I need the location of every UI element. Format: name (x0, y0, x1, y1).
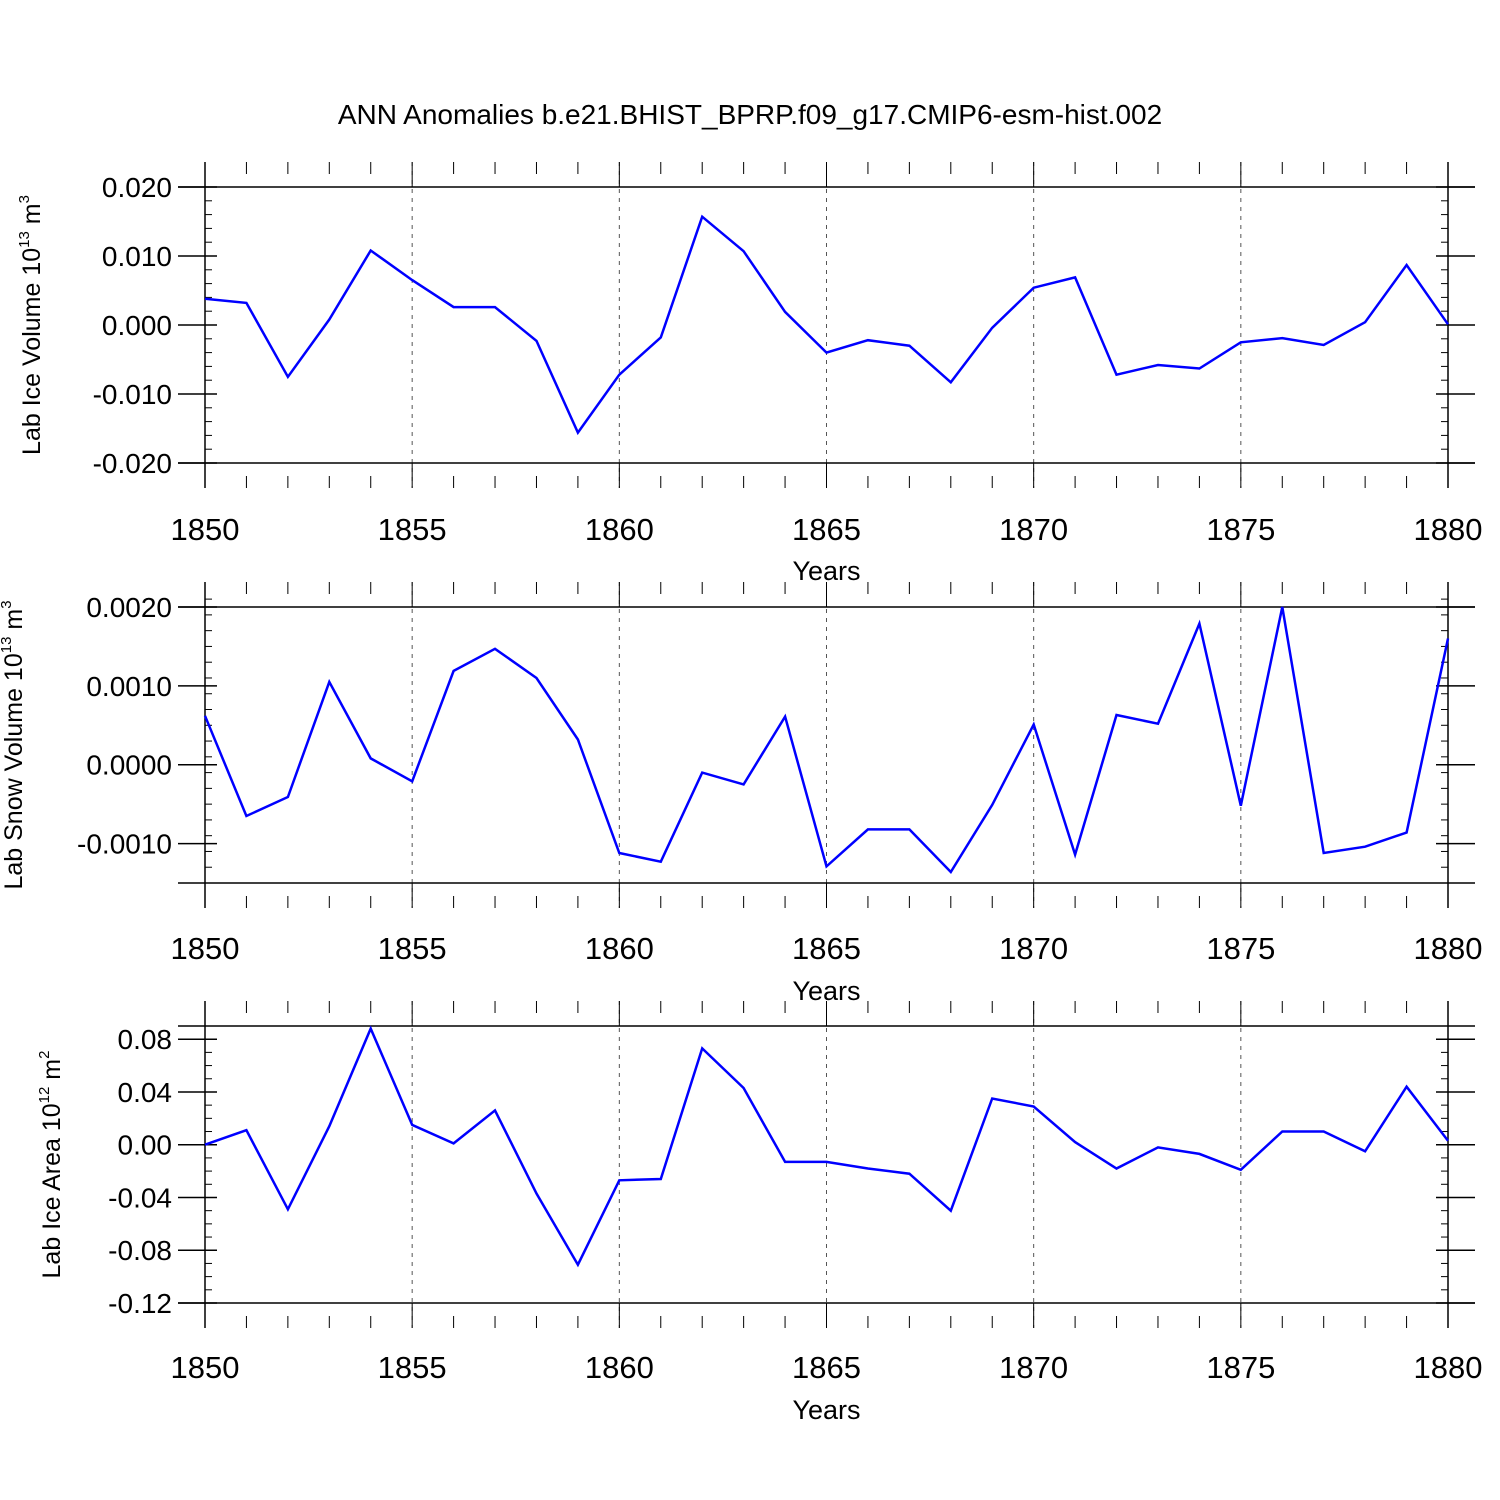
x-tick-label: 1870 (999, 512, 1068, 547)
y-label-text: m (38, 1059, 66, 1087)
x-tick-label: 1850 (171, 1350, 240, 1385)
y-label-superscript: 3 (0, 600, 15, 608)
y-tick-label: -0.020 (93, 448, 172, 479)
y-label-superscript: 13 (16, 231, 33, 248)
y-tick-label: 0.0020 (86, 592, 172, 623)
y-tick-label: 0.000 (102, 310, 172, 341)
x-tick-label: 1880 (1414, 931, 1483, 966)
series-line (204, 214, 1450, 436)
y-tick-label: -0.04 (108, 1182, 172, 1213)
x-tick-label: 1855 (378, 931, 447, 966)
y-label-text: m (0, 609, 28, 637)
x-tick-label: 1880 (1414, 1350, 1483, 1385)
series-line (204, 1025, 1449, 1268)
y-axis-label: Lab Ice Area 1012 m2 (36, 1051, 66, 1279)
x-tick-label: 1880 (1414, 512, 1483, 547)
y-tick-label: -0.010 (93, 379, 172, 410)
x-tick-label: 1855 (378, 512, 447, 547)
y-label-superscript: 12 (36, 1087, 53, 1104)
y-tick-label: 0.00 (118, 1130, 173, 1161)
x-tick-label: 1860 (585, 931, 654, 966)
y-label-superscript: 3 (16, 195, 33, 203)
y-tick-label: 0.020 (102, 172, 172, 203)
y-label-text: Lab Ice Volume 10 (18, 248, 46, 455)
x-tick-label: 1875 (1206, 1350, 1275, 1385)
series-line (203, 606, 1450, 875)
chart-title: ANN Anomalies b.e21.BHIST_BPRP.f09_g17.C… (338, 99, 1162, 130)
x-tick-label: 1875 (1206, 931, 1275, 966)
y-label-superscript: 13 (0, 637, 15, 654)
x-tick-label: 1855 (378, 1350, 447, 1385)
y-tick-label: -0.08 (108, 1235, 172, 1266)
x-tick-label: 1865 (792, 931, 861, 966)
y-tick-label: 0.04 (118, 1077, 173, 1108)
panel-ice-area: -0.12 -0.08 -0.04 0.00 0.04 0.08 1850 1855 1860 1… (36, 1001, 1482, 1425)
x-tick-label: 1870 (999, 1350, 1068, 1385)
y-label-superscript: 2 (36, 1051, 53, 1059)
y-label-text: m (18, 203, 46, 231)
x-tick-label: 1860 (585, 512, 654, 547)
panel-snow-volume: -0.0010 0.0000 0.0010 0.0020 1850 1855 1860 186… (0, 582, 1482, 1006)
x-axis-label: Years (792, 556, 860, 586)
y-tick-label: -0.0010 (77, 829, 172, 860)
y-label-text: Lab Snow Volume 10 (0, 653, 28, 889)
x-tick-label: 1860 (585, 1350, 654, 1385)
x-tick-label: 1850 (171, 512, 240, 547)
y-tick-label: -0.12 (108, 1288, 172, 1319)
y-tick-label: 0.0010 (86, 671, 172, 702)
y-tick-label: 0.0000 (86, 750, 172, 781)
y-axis-label: Lab Snow Volume 1013 m3 (0, 600, 28, 889)
x-tick-label: 1850 (171, 931, 240, 966)
x-axis-label: Years (792, 1395, 860, 1425)
x-tick-label: 1865 (792, 512, 861, 547)
y-label-text: Lab Ice Area 10 (38, 1103, 66, 1278)
x-tick-label: 1870 (999, 931, 1068, 966)
y-axis-label: Lab Ice Volume 1013 m3 (16, 195, 46, 455)
panel-ice-volume: -0.020 -0.010 0.000 0.010 0.020 1850 1855 1860 1… (16, 162, 1482, 586)
x-tick-label: 1875 (1206, 512, 1275, 547)
x-tick-label: 1865 (792, 1350, 861, 1385)
y-tick-label: 0.08 (118, 1024, 173, 1055)
y-tick-label: 0.010 (102, 241, 172, 272)
